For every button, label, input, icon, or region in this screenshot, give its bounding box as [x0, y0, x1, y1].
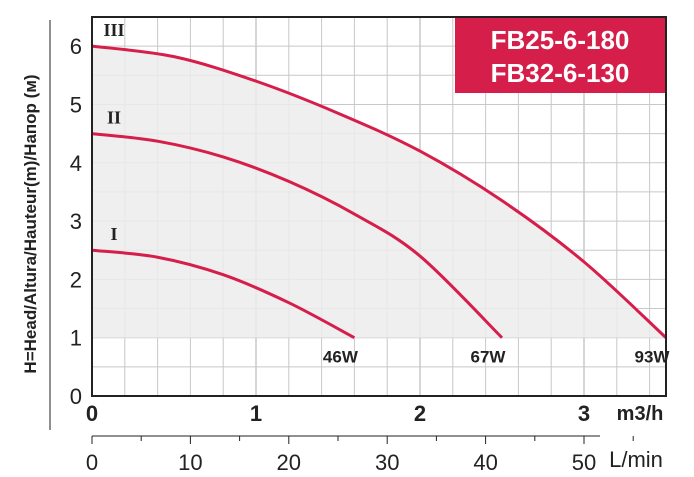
x-secondary-axis-title: L/min — [609, 447, 663, 472]
y-tick-label: 6 — [70, 34, 82, 59]
series-power-label: 67W — [471, 348, 507, 367]
series-label-I: I — [110, 224, 117, 244]
lmin-tick-label: 30 — [375, 450, 399, 475]
lmin-tick-label: 50 — [572, 450, 596, 475]
plot-frame — [91, 16, 667, 397]
lmin-tick-label: 20 — [277, 450, 301, 475]
x-tick-label: 0 — [86, 401, 98, 426]
operating-area-fill — [92, 46, 666, 338]
series-power-label: 46W — [323, 348, 359, 367]
lmin-tick-label: 0 — [86, 450, 98, 475]
x-axis-title: m3/h — [617, 403, 664, 425]
y-tick-label: 4 — [70, 151, 82, 176]
y-tick-label: 0 — [70, 384, 82, 409]
series-curves: I 46W II 67W III 93W — [91, 20, 671, 367]
title-line-1: FB25-6-180 — [491, 25, 630, 55]
series-power-label: 93W — [635, 348, 671, 367]
y-tick-label: 2 — [70, 267, 82, 292]
x-tick-label: 2 — [414, 401, 426, 426]
operating-area — [92, 46, 666, 338]
series-curve-III — [91, 44, 668, 339]
x-tick-label: 3 — [578, 401, 590, 426]
y-tick-label: 3 — [70, 209, 82, 234]
y-axis-title: H=Head/Altura/Hauteur(m)/Напор (м) — [21, 74, 40, 373]
y-tick-label: 5 — [70, 92, 82, 117]
title-line-2: FB32-6-130 — [491, 58, 630, 88]
lmin-tick-label: 10 — [178, 450, 202, 475]
x-tick-label: 1 — [250, 401, 262, 426]
series-label-II: II — [107, 108, 121, 128]
series-label-III: III — [103, 20, 124, 40]
y-tick-label: 1 — [70, 326, 82, 351]
title-box — [455, 18, 665, 93]
lmin-tick-label: 40 — [473, 450, 497, 475]
